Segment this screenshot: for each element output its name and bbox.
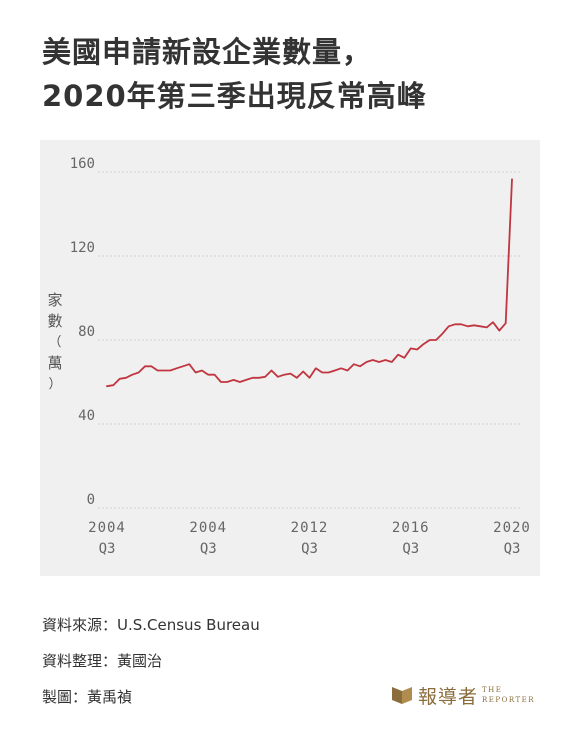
logo-english-line-1: THE [482,686,503,694]
y-tick-label: 80 [78,324,95,340]
logo-english: THE REPORTER [482,685,535,705]
y-axis-label-char: 家 [47,291,63,309]
y-tick-label: 40 [78,408,95,424]
compiled-by-note: 資料整理：黃國治 [42,652,163,670]
x-tick-year: 2004 [88,520,126,536]
title-line-1: 美國申請新設企業數量， [42,35,373,69]
y-axis-label-char: ） [48,377,62,392]
x-tick-year: 2012 [291,520,329,536]
x-tick-year: 2016 [392,520,430,536]
x-tick-quarter: Q3 [301,541,318,557]
x-tick-year: 2020 [493,520,531,536]
chart-title: 美國申請新設企業數量， 2020年第三季出現反常高峰 [42,30,542,118]
series-line [106,178,513,388]
x-tick-quarter: Q3 [200,541,217,557]
y-axis-label-char: （ [48,335,62,350]
title-line-2: 2020年第三季出現反常高峰 [42,79,427,113]
logo-english-line-2: REPORTER [482,696,536,704]
y-tick-label: 120 [70,240,95,256]
y-tick-label: 160 [70,156,95,172]
x-tick-quarter: Q3 [504,541,521,557]
x-tick-quarter: Q3 [99,541,116,557]
line-chart: 0 40 80 120 160 2004 Q3 2004 Q3 2012 Q3 2016 Q3 2020 Q… [70,156,531,557]
y-axis-label-char: 數 [47,312,63,330]
x-tick-quarter: Q3 [402,541,419,557]
made-by-note: 製圖：黃禹禎 [42,688,133,706]
y-axis-label: 家 數 （ 萬 ） [44,290,66,395]
source-note: 資料來源：U.S.Census Bureau [42,616,260,634]
y-tick-label: 0 [87,492,95,508]
logo-name: 報導者 [418,686,479,708]
x-tick-year: 2004 [189,520,227,536]
book-icon [392,687,412,704]
chart-panel: 0 40 80 120 160 2004 Q3 2004 Q3 2012 Q3 2016 Q3 2020 Q… [40,140,540,576]
y-axis-label-char: 萬 [47,354,63,372]
